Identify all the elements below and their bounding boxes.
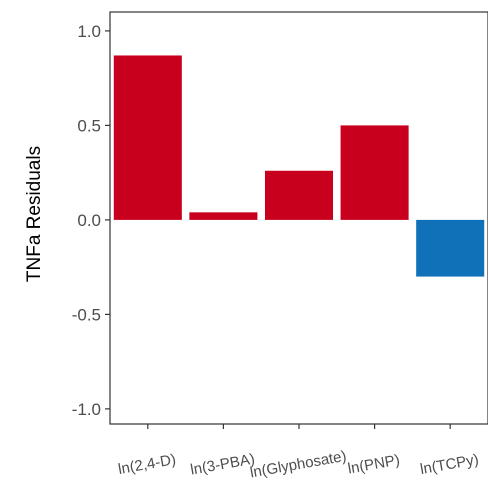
bar xyxy=(340,125,409,220)
y-axis-title: TNFa Residuals xyxy=(24,146,45,282)
bars xyxy=(113,55,485,277)
bar xyxy=(264,170,334,220)
x-tick-label: ln(PNP) xyxy=(346,452,401,478)
y-tick-label: 0.5 xyxy=(77,116,101,135)
x-tick-label: ln(Glyphosate) xyxy=(249,448,348,482)
bar xyxy=(189,212,258,220)
y-tick-label: 0.0 xyxy=(77,211,101,230)
bar xyxy=(113,55,182,220)
y-tick-label: -1.0 xyxy=(72,400,101,419)
y-axis-ticks: 1.0 0.5 0.0 -0.5 -1.0 xyxy=(72,22,110,419)
y-tick-label: -0.5 xyxy=(72,305,101,324)
plot-panel-border xyxy=(109,11,488,425)
x-tick-label: ln(2,4-D) xyxy=(117,451,177,478)
x-axis-ticks: ln(2,4-D) ln(3-PBA)ln(Glyphosate)ln(PNP) l… xyxy=(117,424,480,481)
bar xyxy=(416,219,485,277)
x-tick-label: ln(3-PBA) xyxy=(189,451,256,479)
y-tick-label: 1.0 xyxy=(77,22,101,41)
x-tick-label: ln(TCPy) xyxy=(419,451,480,478)
